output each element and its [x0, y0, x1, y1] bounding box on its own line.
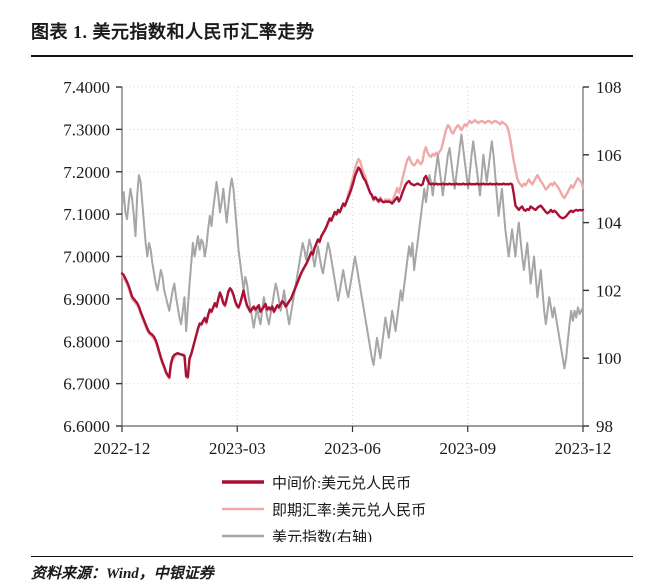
- page-title: 图表 1. 美元指数和人民币汇率走势: [31, 22, 315, 42]
- x-axis-tick-labels: 2022-12 2023-03 2023-06 2023-09 2023-12: [94, 439, 612, 458]
- right-tick-label: 108: [596, 78, 622, 97]
- left-tick-label: 7.1000: [63, 205, 110, 224]
- left-tick-label: 7.3000: [63, 120, 110, 139]
- series-line: [120, 166, 585, 379]
- x-tick-label: 2023-09: [439, 439, 496, 458]
- left-tick-label: 6.7000: [63, 375, 110, 394]
- right-tick-label: 104: [596, 214, 622, 233]
- source-note: 资料来源：Wind，中银证券: [31, 566, 214, 582]
- legend-label: 美元指数(右轴): [272, 529, 372, 542]
- left-tick-label: 6.6000: [63, 417, 110, 436]
- chart-canvas: 6.6000 6.7000 6.8000 6.9000 7.0000 7.1000 7.20…: [63, 78, 622, 542]
- left-tick-label: 7.4000: [63, 78, 110, 97]
- right-tick-label: 106: [596, 146, 622, 165]
- right-tick-label: 100: [596, 349, 622, 368]
- legend-label: 中间价:美元兑人民币: [272, 475, 411, 492]
- left-tick-label: 6.8000: [63, 332, 110, 351]
- right-tick-label: 102: [596, 281, 622, 300]
- right-axis-tick-labels: 98 100 102 104 106 108: [596, 78, 622, 436]
- source-divider: [31, 556, 633, 557]
- right-tick-label: 98: [596, 417, 613, 436]
- left-tick-label: 7.2000: [63, 163, 110, 182]
- series-line: [121, 133, 584, 370]
- left-tick-label: 7.0000: [63, 248, 110, 267]
- x-tick-label: 2023-06: [324, 439, 381, 458]
- x-tick-label: 2023-12: [555, 439, 612, 458]
- series-lines: [120, 118, 585, 380]
- x-tick-label: 2023-03: [209, 439, 266, 458]
- axes: [116, 86, 589, 432]
- x-tick-label: 2022-12: [94, 439, 151, 458]
- left-tick-label: 6.9000: [63, 290, 110, 309]
- legend-label: 即期汇率:美元兑人民币: [272, 502, 426, 519]
- left-axis-tick-labels: 6.6000 6.7000 6.8000 6.9000 7.0000 7.1000 7.20…: [63, 78, 110, 436]
- title-divider: [31, 55, 633, 57]
